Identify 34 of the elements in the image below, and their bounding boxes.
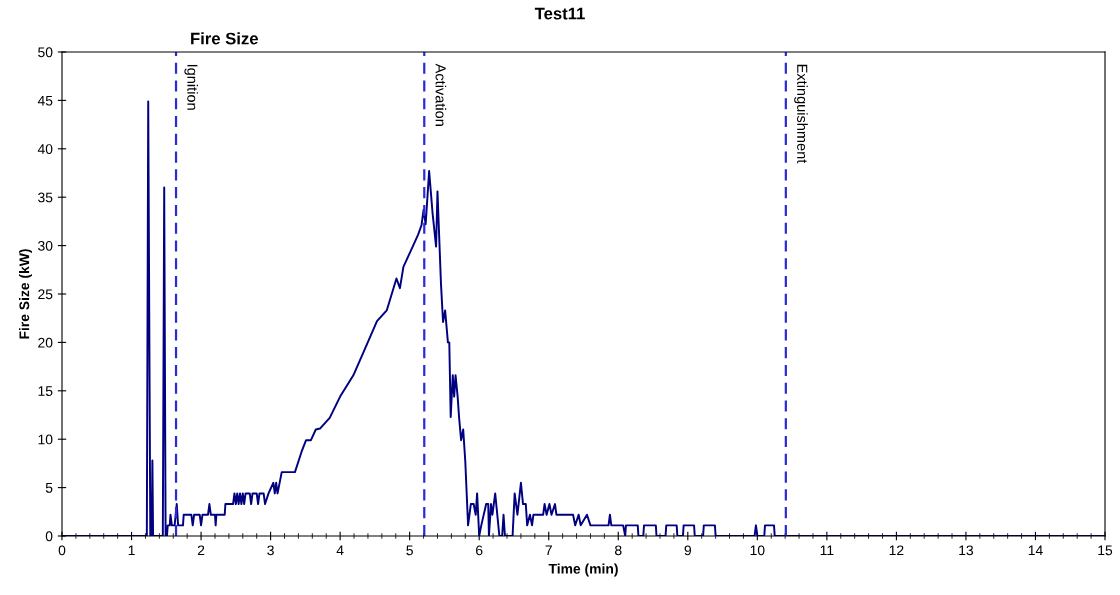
x-axis-title: Time (min) xyxy=(548,563,618,577)
x-tick-label: 9 xyxy=(684,545,691,556)
ref-line-label: Extinguishment xyxy=(794,64,808,164)
x-tick-label: 11 xyxy=(820,545,834,556)
x-tick-label: 1 xyxy=(128,545,135,556)
x-tick-label: 8 xyxy=(615,545,622,556)
x-tick-label: 6 xyxy=(476,545,483,556)
x-tick-label: 3 xyxy=(267,545,274,556)
y-axis-title: Fire Size (kW) xyxy=(19,249,32,339)
x-tick-label: 4 xyxy=(336,545,344,556)
x-tick-label: 5 xyxy=(406,545,413,556)
ref-line-label: Activation xyxy=(435,63,447,126)
x-tick-label: 12 xyxy=(889,545,904,556)
y-tick-label: 40 xyxy=(37,144,53,154)
y-tick-label: 45 xyxy=(37,95,53,106)
x-tick-label: 0 xyxy=(58,545,66,556)
chart-subtitle: Fire Size xyxy=(191,32,258,45)
x-tick-label: 10 xyxy=(750,545,765,556)
y-tick-label: 15 xyxy=(38,386,53,396)
y-tick-label: 20 xyxy=(38,337,53,348)
x-tick-label: 7 xyxy=(545,545,552,556)
x-tick-label: 14 xyxy=(1028,545,1043,556)
y-tick-label: 10 xyxy=(38,434,53,445)
y-tick-label: 30 xyxy=(38,240,53,251)
y-tick-label: 35 xyxy=(38,192,53,203)
x-tick-label: 13 xyxy=(959,545,974,556)
y-tick-label: 50 xyxy=(38,47,53,58)
chart-title: Test11 xyxy=(534,7,585,20)
x-tick-label: 2 xyxy=(197,545,205,556)
y-tick-label: 0 xyxy=(45,531,53,542)
y-tick-label: 5 xyxy=(45,483,53,493)
y-tick-label: 25 xyxy=(38,289,53,300)
x-tick-label: 15 xyxy=(1098,545,1113,556)
ref-line-label: Ignition xyxy=(184,64,198,110)
